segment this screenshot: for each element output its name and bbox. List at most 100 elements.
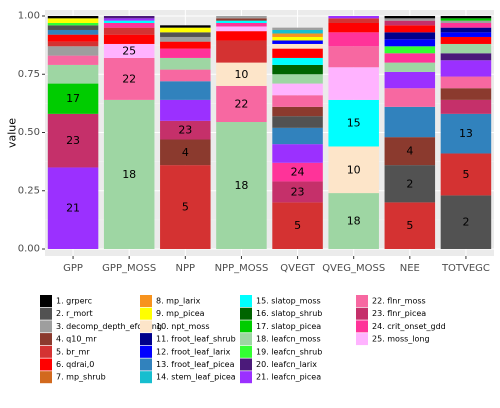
legend-item: 21. leafcn_picea [240, 371, 321, 384]
bar-segment [384, 88, 436, 107]
legend-label: 3. decomp_depth_efolding [56, 322, 162, 331]
bar-segment [160, 57, 211, 70]
bar-segment [328, 193, 379, 249]
bar-segment [216, 26, 267, 32]
segment-label: 4 [406, 145, 413, 158]
bar-segment [216, 16, 267, 19]
bar-segment [47, 29, 99, 35]
bar-segment [328, 22, 379, 33]
bar-segment [328, 18, 379, 23]
bar-segment [440, 43, 492, 54]
bar-segment [440, 88, 492, 100]
legend-swatch [140, 295, 152, 307]
legend-label: 15. slatop_moss [256, 297, 321, 306]
segment-label: 10 [347, 163, 361, 176]
bar-segment [103, 43, 155, 58]
legend-item: 25. moss_long [356, 333, 430, 346]
legend-item: 22. flnr_moss [356, 295, 426, 307]
legend-label: 16. slatop_shrub [256, 309, 322, 318]
bar-segment [440, 76, 492, 89]
bar-segment [47, 25, 99, 30]
segment-label: 17 [66, 92, 80, 105]
bar-gpp: 21 23 17 [47, 16, 99, 249]
bar-segment [160, 36, 211, 42]
bar-segment [103, 18, 155, 21]
bar-segment [103, 27, 155, 35]
legend-swatch [356, 333, 368, 346]
bar-segment [47, 83, 99, 114]
bar-segment [216, 22, 267, 27]
legend-swatch [240, 307, 252, 320]
bar-gpp-moss: 18 22 25 [103, 16, 155, 249]
bar-segment [216, 40, 267, 63]
legend-label: 13. froot_leaf_picea [156, 360, 235, 369]
y-tick-label: 1.00 [18, 11, 40, 22]
bar-segment [160, 120, 211, 140]
bar-segment [47, 34, 99, 42]
legend-label: 19. leafcn_shrub [256, 347, 322, 356]
x-tick-label: QVEG_MOSS [322, 263, 385, 274]
legend-swatch [40, 307, 52, 320]
x-tick-label: QVEGT [280, 263, 315, 274]
legend-item: 4. q10_mr [40, 333, 97, 346]
bar-segment [272, 40, 323, 44]
bar-segment [216, 122, 267, 249]
legend-swatch [240, 333, 252, 346]
legend-label: 10. npt_moss [156, 322, 210, 331]
axes: 0.00 0.25 0.50 0.75 1.00 GPP GPP_MOSS NPP NPP_MO… [6, 11, 490, 275]
bar-segment [440, 16, 492, 19]
bar-segment [272, 64, 323, 75]
legend-swatch [240, 371, 252, 384]
segment-label: 5 [462, 168, 469, 181]
legend-swatch [140, 358, 152, 371]
y-tick-label: 0.25 [18, 185, 40, 196]
x-tick-label: GPP_MOSS [102, 263, 156, 274]
y-axis-title: value [6, 118, 19, 148]
segment-label: 4 [182, 146, 189, 159]
x-tick-label: NPP [176, 263, 196, 274]
segment-label: 5 [294, 219, 301, 232]
legend-swatch [356, 307, 368, 320]
bar-segment [103, 99, 155, 249]
segment-label: 2 [406, 177, 413, 190]
bar-segment [47, 18, 99, 23]
bar-segment [384, 202, 436, 249]
y-tick-label: 0.50 [18, 127, 40, 138]
segment-label: 5 [406, 219, 413, 232]
bar-segment [216, 85, 267, 123]
bar-segment [384, 71, 436, 89]
legend-item: 16. slatop_shrub [240, 307, 322, 320]
bar-segment [328, 99, 379, 147]
bar-segment [328, 146, 379, 194]
legend-label: 7. mp_shrub [56, 373, 106, 382]
bar-totvegc: 2 5 13 [440, 16, 492, 249]
legend-label: 18. leafcn_moss [256, 335, 321, 344]
legend-swatch [140, 371, 152, 384]
x-tick-label: NPP_MOSS [215, 263, 269, 274]
bar-segment [160, 99, 211, 121]
bar-segment [103, 22, 155, 28]
segment-label: 23 [178, 124, 192, 137]
segment-label: 15 [347, 117, 361, 130]
bar-qveg-moss: 18 10 15 [328, 16, 379, 249]
bar-segment [160, 41, 211, 49]
legend-swatch [40, 295, 52, 307]
legend-swatch [140, 345, 152, 358]
bar-nee: 5 2 4 [384, 16, 436, 249]
bar-segment [103, 20, 155, 23]
bar-segment [47, 167, 99, 249]
legend-label: 11. froot_leaf_shrub [156, 335, 236, 344]
legend-swatch [140, 333, 152, 346]
bar-segment [272, 43, 323, 49]
segment-label: 23 [66, 134, 80, 147]
y-tick-label: 0.75 [18, 69, 40, 80]
segment-label: 25 [122, 44, 136, 57]
bar-segment [272, 83, 323, 96]
bar-segment [47, 64, 99, 84]
segment-label: 5 [182, 201, 189, 214]
bar-segment [272, 181, 323, 203]
legend-label: 4. q10_mr [56, 335, 97, 344]
segment-label: 22 [122, 72, 136, 85]
bar-segment [272, 33, 323, 37]
